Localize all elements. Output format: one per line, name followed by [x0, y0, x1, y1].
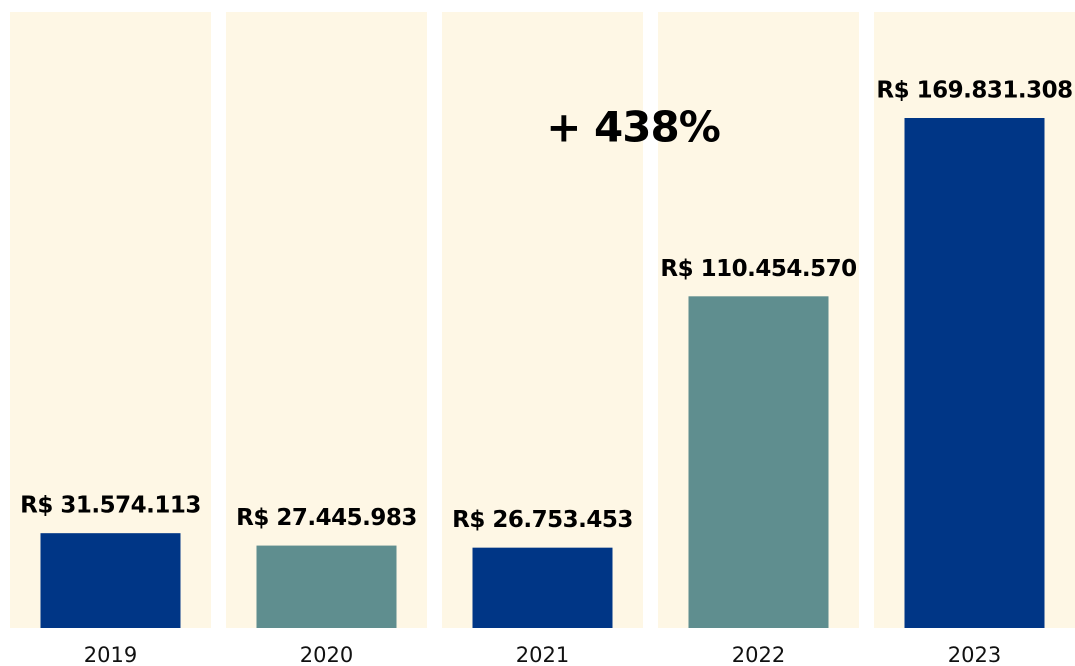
value-label: R$ 31.574.113: [20, 493, 201, 519]
bar: [688, 296, 829, 628]
bar: [904, 118, 1045, 628]
bar: [40, 533, 181, 628]
x-tick-label: 2022: [732, 643, 785, 666]
x-tick-label: 2021: [516, 643, 569, 666]
bar: [256, 545, 397, 628]
annotation: + 438%: [546, 103, 720, 152]
x-tick-label: 2020: [300, 643, 353, 666]
column-background: [442, 12, 643, 628]
value-label: R$ 169.831.308: [876, 78, 1072, 104]
bar: [472, 547, 613, 628]
x-tick-label: 2019: [84, 643, 137, 666]
column-background: [226, 12, 427, 628]
value-label: R$ 27.445.983: [236, 505, 417, 531]
value-label: R$ 110.454.570: [660, 256, 856, 282]
column-background: [10, 12, 211, 628]
value-label: R$ 26.753.453: [452, 507, 633, 533]
x-tick-label: 2023: [948, 643, 1001, 666]
